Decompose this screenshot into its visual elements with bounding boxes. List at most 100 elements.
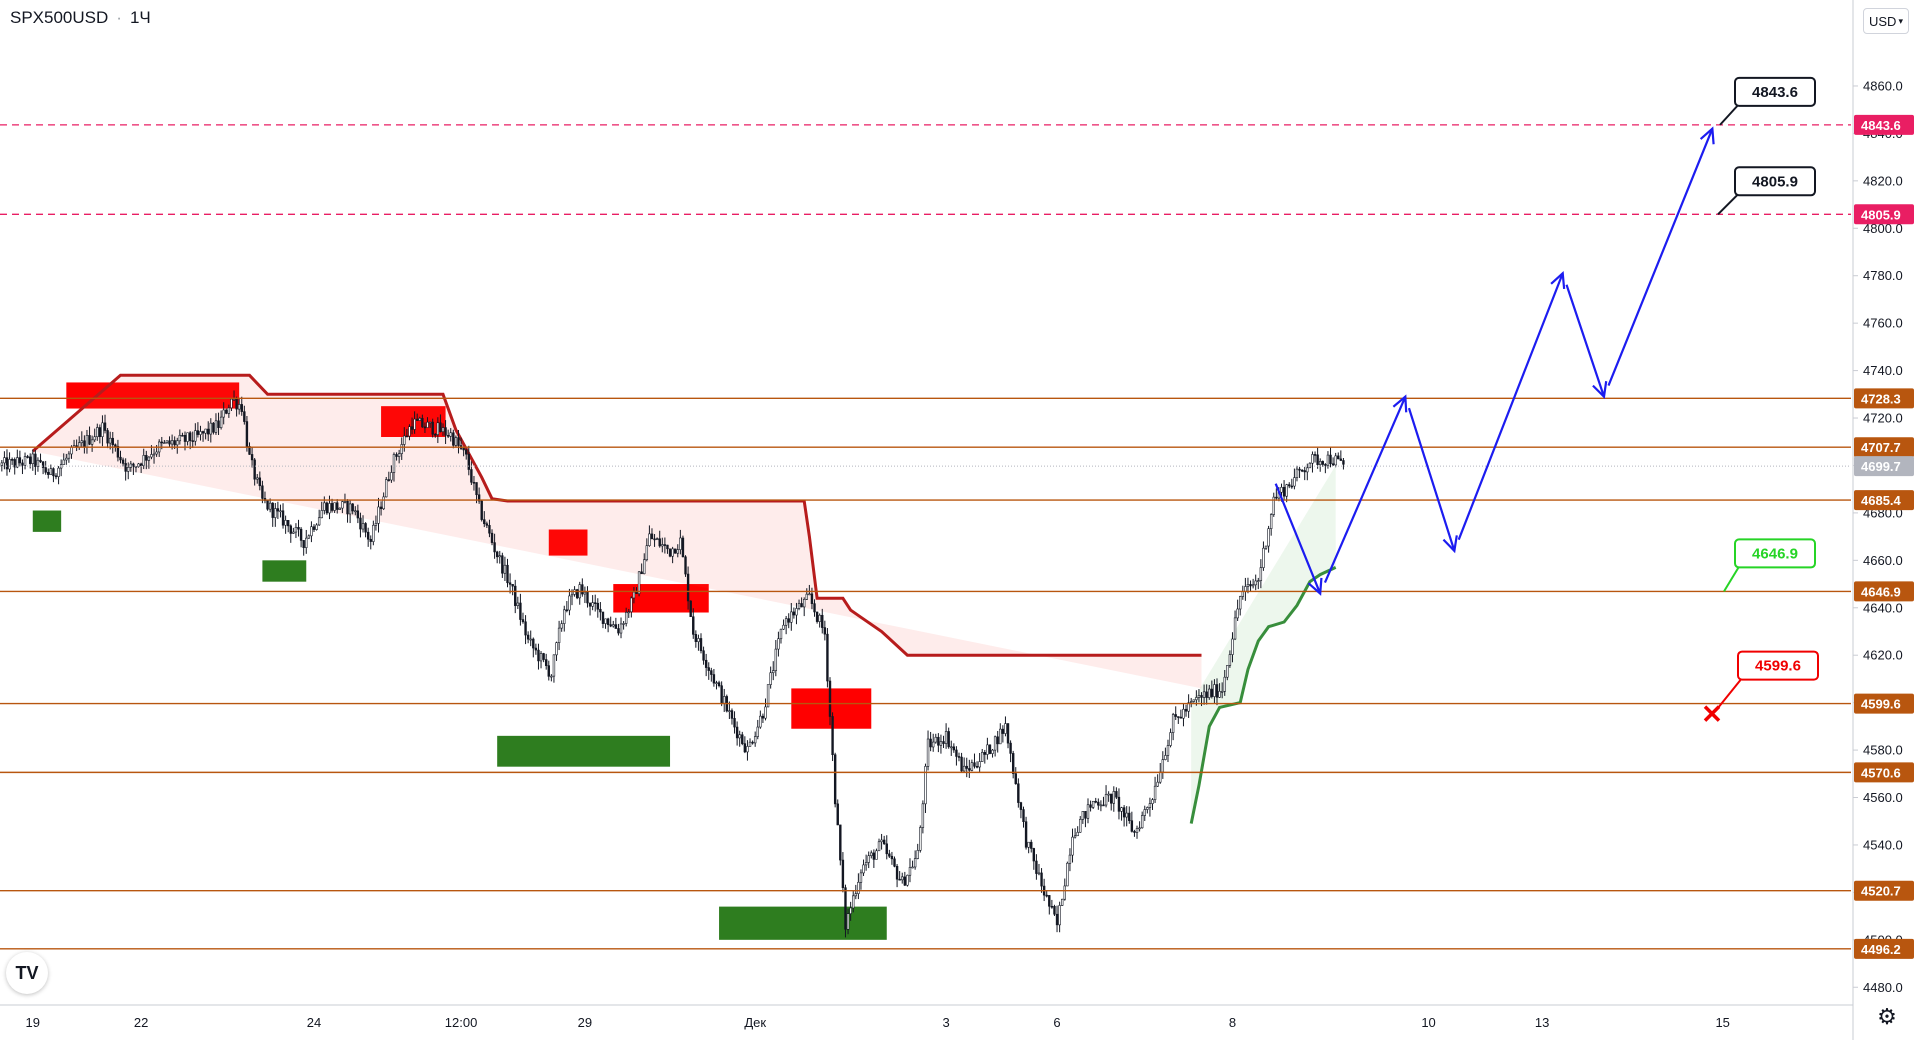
candle-body: [1324, 464, 1327, 466]
forecast-arrowhead: [1442, 535, 1458, 554]
candle-body: [498, 555, 501, 558]
candle-body: [955, 749, 958, 757]
level-price-tag-bg: [1854, 693, 1914, 714]
forecast-path-layer: [1274, 126, 1715, 596]
candle-body: [986, 744, 989, 755]
candle-body: [614, 624, 618, 629]
time-tick-label: 6: [1053, 1015, 1060, 1030]
candle-body: [88, 435, 91, 445]
tradingview-logo-icon[interactable]: TV: [6, 952, 48, 994]
candle-body: [70, 446, 73, 455]
candle-body: [457, 437, 460, 446]
candle-body: [423, 426, 427, 429]
candle-body: [764, 706, 767, 719]
candle-body: [194, 430, 197, 442]
candle-body: [661, 544, 664, 547]
candle-body: [132, 463, 135, 467]
candle-body: [511, 584, 514, 587]
candle-body: [207, 428, 210, 435]
gear-icon[interactable]: ⚙: [1877, 1004, 1897, 1029]
candle-body: [1190, 701, 1193, 703]
candle-body: [993, 736, 997, 751]
candle-body: [96, 427, 99, 438]
interval-label[interactable]: 1Ч: [129, 8, 151, 27]
time-tick-label: 13: [1535, 1015, 1549, 1030]
candle-body: [377, 506, 380, 524]
candle-body: [114, 444, 117, 447]
candle-body: [658, 538, 661, 547]
candle-body: [1032, 848, 1036, 862]
candle-body: [1151, 799, 1154, 804]
candle-body: [199, 431, 202, 435]
candle-body: [351, 503, 354, 512]
symbol-name[interactable]: SPX500USD: [10, 8, 109, 27]
price-tick-label: 4540.0: [1863, 837, 1903, 852]
candle-body: [1063, 885, 1066, 900]
candle-body: [1112, 791, 1116, 804]
candle-body: [627, 611, 630, 614]
candle-body: [67, 453, 71, 459]
candle-body: [973, 762, 976, 767]
candle-body: [1156, 781, 1159, 787]
level-price-tag: 4646.9: [1861, 584, 1901, 599]
candle-body: [1115, 791, 1118, 798]
supply-zone: [791, 688, 872, 729]
candle-body: [1117, 796, 1121, 812]
candle-body: [129, 463, 133, 468]
candle-body: [679, 537, 682, 550]
level-price-tag-bg: [1854, 388, 1914, 409]
candle-body: [950, 746, 953, 749]
candle-body: [596, 602, 600, 610]
candle-body: [204, 428, 207, 434]
candle-body: [1014, 773, 1017, 785]
candle-body: [1264, 545, 1268, 549]
candle-body: [0, 462, 4, 466]
candle-body: [219, 416, 223, 428]
candle-body: [996, 736, 999, 745]
candle-body: [890, 855, 894, 860]
candle-body: [1319, 461, 1322, 465]
candle-body: [991, 749, 994, 754]
candle-body: [544, 659, 548, 666]
forecast-arrowhead: [1592, 381, 1608, 400]
candle-body: [810, 593, 814, 604]
level-price-tag-bg: [1854, 437, 1914, 458]
candle-body: [317, 517, 321, 526]
candle-body: [495, 551, 499, 558]
candle-body: [604, 618, 607, 624]
supply-zone: [381, 406, 446, 437]
candle-body: [1218, 691, 1221, 698]
candle-body: [1280, 486, 1283, 493]
bullish-trailing-line: [1189, 566, 1337, 824]
target-price-tag: 4843.6: [1861, 118, 1901, 133]
candle-body: [699, 638, 703, 652]
candle-body: [268, 502, 272, 510]
candle-body: [1311, 454, 1314, 464]
callout-label: 4599.6: [1755, 658, 1801, 675]
currency-button[interactable]: USD ▾: [1863, 8, 1909, 34]
candle-body: [539, 653, 543, 662]
candle-body: [1027, 841, 1030, 848]
level-price-tag: 4728.3: [1861, 391, 1901, 406]
candle-body: [217, 420, 220, 428]
candle-body: [163, 442, 166, 444]
candle-body: [145, 455, 148, 461]
candle-body: [648, 533, 651, 547]
candle-body: [338, 507, 341, 510]
price-tick-label: 4620.0: [1863, 648, 1903, 663]
candle-body: [550, 675, 553, 678]
candle-body: [852, 895, 855, 909]
candle-body: [121, 459, 125, 464]
candle-body: [1210, 688, 1214, 697]
candle-body: [1133, 831, 1136, 833]
candle-body: [101, 422, 104, 437]
candle-body: [1017, 783, 1020, 803]
candle-body: [999, 728, 1002, 745]
target-price-tag-bg: [1854, 204, 1914, 225]
candle-body: [911, 866, 914, 869]
candle-body: [929, 738, 932, 748]
candle-body: [563, 609, 566, 624]
candle-body: [1169, 732, 1172, 746]
